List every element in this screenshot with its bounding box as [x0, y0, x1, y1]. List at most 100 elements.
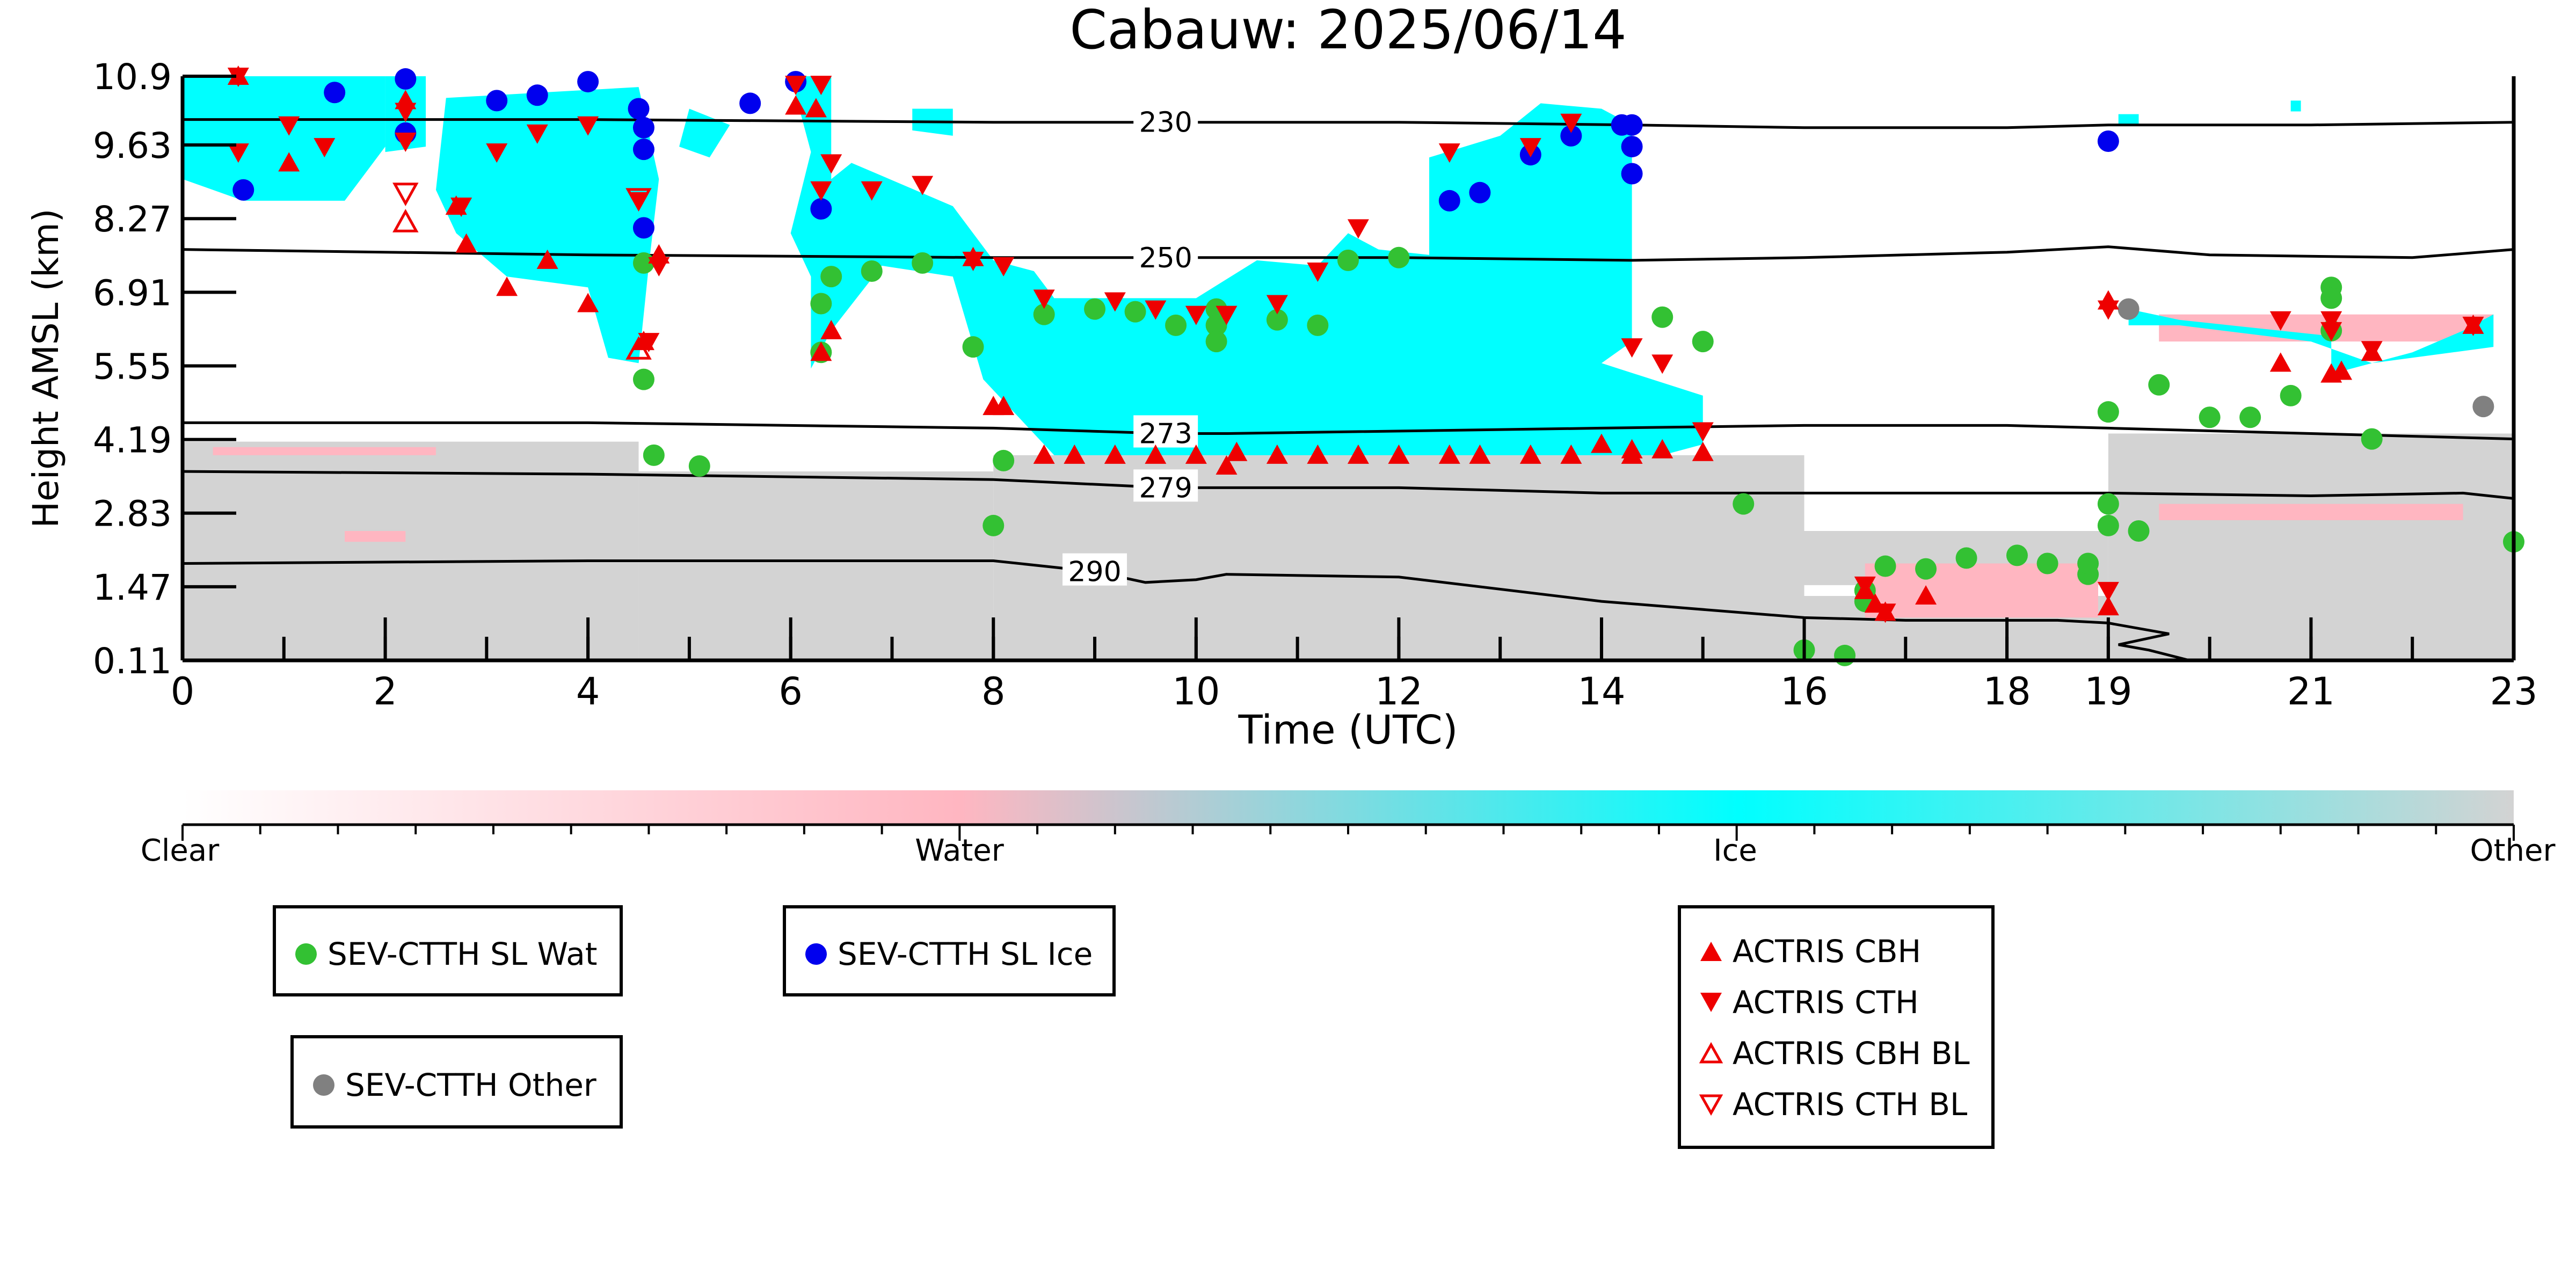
marker-point [1145, 444, 1167, 464]
marker-point [993, 257, 1015, 276]
isotherm-label: 279 [1139, 472, 1192, 504]
marker-point [993, 396, 1015, 416]
marker-point [2361, 428, 2383, 450]
marker-point [1692, 441, 1714, 461]
marker-point [1347, 444, 1369, 464]
legend-label: SEV-CTTH SL Ice [838, 936, 1093, 972]
marker-point [227, 143, 249, 163]
marker-point [1590, 433, 1612, 453]
colorbar-ticks [181, 823, 2515, 841]
marker-point [632, 117, 654, 139]
marker-point [638, 333, 660, 353]
marker-point [2097, 401, 2119, 423]
x-tick-label: 18 [1983, 670, 2031, 714]
marker-point [232, 179, 254, 201]
other-region [993, 455, 1804, 596]
y-tick-label: 9.63 [93, 125, 172, 166]
marker-point [1388, 246, 1410, 268]
blue-circle-icon [805, 943, 827, 965]
legend-entry: ACTRIS CBH BL [1681, 1032, 1970, 1075]
legend-entry: SEV-CTTH Other [294, 1064, 596, 1107]
ice-region [435, 87, 659, 363]
marker-point [1621, 136, 1643, 158]
marker-point [2097, 130, 2119, 152]
marker-point [392, 209, 419, 232]
isotherm-label-bg [1133, 415, 1198, 448]
marker-point [1519, 444, 1541, 464]
marker-point [962, 336, 984, 358]
marker-point [1621, 114, 1643, 136]
legend-sev-other: SEV-CTTH Other [290, 1035, 623, 1129]
x-tick-label: 19 [2084, 670, 2132, 714]
marker-point [1104, 444, 1126, 464]
y-tick-label: 5.55 [93, 346, 172, 387]
colorbar-label-ice: Ice [1713, 833, 1757, 868]
marker-point [912, 176, 934, 195]
marker-point [2097, 300, 2119, 320]
marker-point [810, 181, 832, 201]
marker-point [2320, 311, 2342, 331]
isotherm-279 [182, 470, 2514, 500]
marker-point [1854, 576, 1876, 596]
green-circle-icon [295, 943, 317, 965]
triangle-down-open-icon [1699, 1094, 1723, 1116]
x-tick-label: 6 [778, 670, 803, 714]
marker-point [395, 68, 417, 90]
marker-point [1145, 300, 1167, 320]
colorbar-label-other: Other [2470, 833, 2556, 868]
marker-point [1307, 314, 1329, 336]
isotherm-label-bg [1133, 104, 1198, 136]
marker-point [395, 133, 417, 152]
marker-point [688, 455, 710, 477]
y-tick-label: 6.91 [93, 272, 172, 314]
y-tick-label: 0.11 [93, 641, 172, 682]
x-tick-label: 12 [1375, 670, 1423, 714]
legend-entry: SEV-CTTH SL Wat [276, 933, 598, 976]
marker-point [962, 251, 984, 271]
water-region [1865, 563, 2098, 618]
legend-entry: ACTRIS CTH [1681, 981, 1919, 1024]
marker-point [912, 252, 934, 274]
marker-point [1033, 303, 1055, 325]
marker-point [1621, 439, 1643, 459]
marker-point [2320, 322, 2342, 341]
marker-point [1438, 143, 1460, 163]
marker-point [1033, 444, 1055, 464]
marker-point [1388, 444, 1410, 464]
triangle-up-icon [1700, 942, 1722, 961]
marker-point [2199, 406, 2221, 428]
isotherm-label: 250 [1139, 242, 1192, 274]
ice-region [790, 76, 1703, 455]
marker-point [810, 76, 832, 96]
marker-point [1185, 444, 1207, 464]
marker-point [227, 68, 249, 87]
marker-point [983, 514, 1005, 536]
marker-point [1205, 314, 1227, 336]
marker-point [1651, 306, 1673, 328]
marker-point [861, 181, 883, 201]
marker-point [1084, 298, 1106, 320]
marker-point [395, 103, 417, 122]
marker-point [1216, 455, 1238, 475]
marker-point [1834, 644, 1856, 666]
marker-point [2472, 396, 2494, 418]
water-region [345, 531, 406, 542]
marker-point [1185, 305, 1207, 325]
marker-point [2117, 298, 2140, 320]
y-tick-label: 8.27 [93, 199, 172, 240]
x-axis-label: Time (UTC) [1238, 707, 1458, 753]
x-tick-label: 0 [171, 670, 195, 714]
marker-point [392, 183, 419, 206]
marker-point [625, 336, 652, 360]
marker-point [2097, 581, 2119, 601]
chart-title: Cabauw: 2025/06/14 [1069, 0, 1626, 61]
marker-point [1469, 444, 1491, 464]
marker-point [785, 76, 807, 96]
marker-point [496, 276, 518, 296]
marker-point [1438, 444, 1460, 464]
marker-point [2097, 493, 2119, 515]
marker-point [1064, 444, 1086, 464]
marker-point [1307, 263, 1329, 282]
colorbar [183, 790, 2514, 825]
marker-point [1692, 422, 1714, 442]
